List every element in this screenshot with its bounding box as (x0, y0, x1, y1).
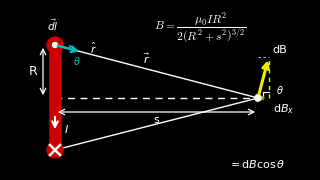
Circle shape (47, 142, 63, 158)
Circle shape (255, 95, 261, 101)
Text: $= \mathrm{d}B\cos\theta$: $= \mathrm{d}B\cos\theta$ (228, 158, 285, 170)
Text: $\mathrm{d}B_x$: $\mathrm{d}B_x$ (273, 102, 294, 116)
Text: $\vec{r}$: $\vec{r}$ (143, 51, 150, 66)
Text: s: s (154, 115, 159, 125)
Text: R: R (28, 65, 37, 78)
Circle shape (47, 37, 63, 53)
Text: $I$: $I$ (64, 123, 69, 135)
Text: $B = \dfrac{\mu_0 I R^2}{2\left(R^2 + s^2\right)^{3/2}}$: $B = \dfrac{\mu_0 I R^2}{2\left(R^2 + s^… (154, 12, 246, 45)
Text: $\hat{r}$: $\hat{r}$ (90, 40, 97, 56)
Text: dB: dB (273, 45, 287, 55)
Text: $\vec{dl}$: $\vec{dl}$ (47, 17, 59, 33)
Text: $\theta$: $\theta$ (73, 55, 81, 67)
Circle shape (52, 42, 58, 48)
Text: $\theta$: $\theta$ (276, 84, 284, 96)
